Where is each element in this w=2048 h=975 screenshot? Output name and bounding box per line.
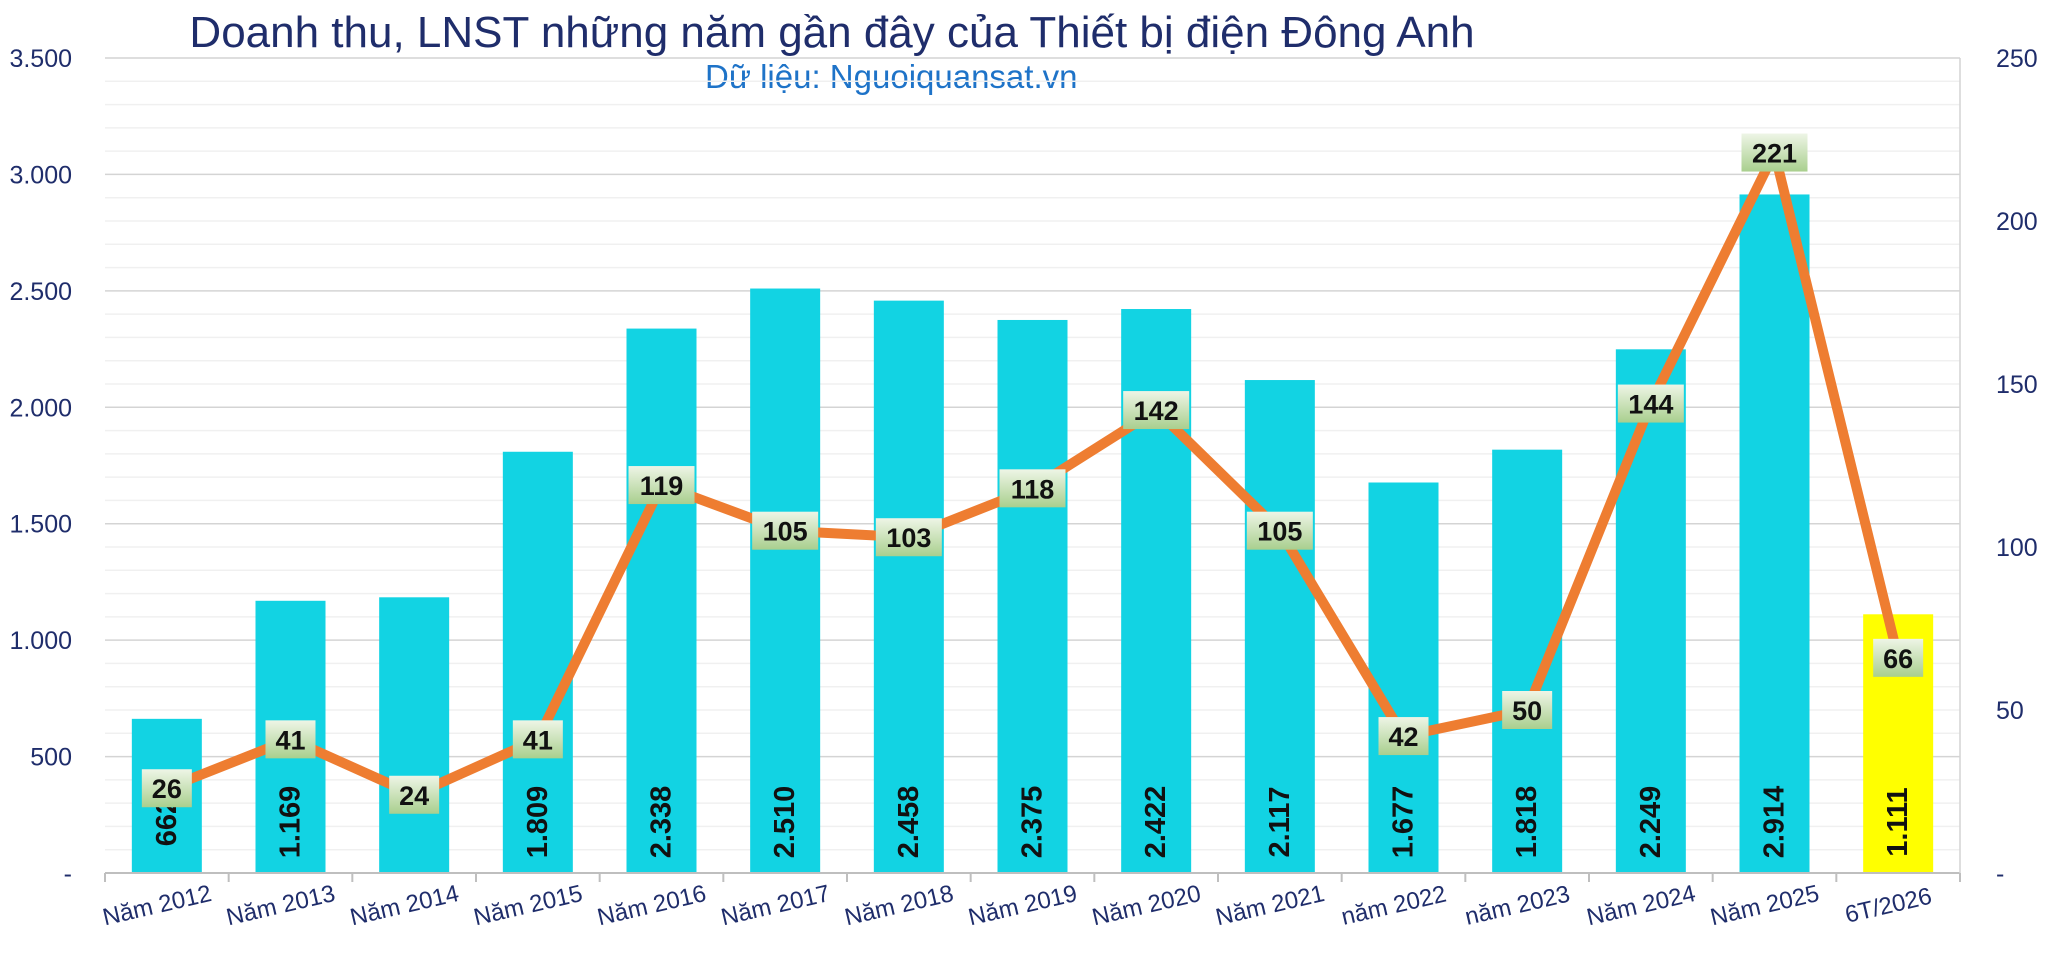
profit-value-label: 50: [1512, 696, 1542, 726]
profit-label-box: [875, 518, 942, 557]
revenue-value-label: 1.677: [1388, 786, 1420, 859]
profit-label-box: [1741, 133, 1808, 172]
revenue-bar: [750, 288, 821, 873]
revenue-bar: [379, 597, 450, 873]
revenue-bar: [1244, 380, 1315, 873]
chart-subtitle: Dữ liệu: Nguoiquansat.vn: [705, 58, 1078, 95]
revenue-bar: [1368, 482, 1439, 873]
revenue-bar: [626, 328, 697, 874]
revenue-bar: [997, 319, 1068, 873]
profit-label-box: [1617, 384, 1684, 423]
revenue-value-label: 1.809: [522, 786, 554, 859]
profit-value-label: 221: [1752, 139, 1797, 169]
y-right-tick-label: 250: [1996, 45, 2038, 73]
profit-value-label: 41: [523, 725, 553, 755]
profit-label-box: [752, 511, 819, 550]
y-left-tick-label: -: [64, 860, 72, 888]
x-tick-label: Năm 2015: [471, 880, 585, 931]
revenue-value-label: 2.510: [769, 786, 801, 859]
profit-labels: 26 41 24 41 119 105 103 118 142 105 42 50 144 221 66: [141, 133, 1924, 814]
profit-value-label: 118: [1011, 474, 1055, 504]
y-left-tick-label: 3.000: [9, 161, 72, 189]
x-tick-label: 6T/2026: [1843, 883, 1935, 929]
x-tick-label: Năm 2024: [1584, 880, 1698, 931]
profit-value-label: 142: [1134, 396, 1179, 426]
profit-label-box: [141, 769, 192, 808]
y-right-tick-label: 100: [1996, 534, 2038, 562]
y-left-tick-label: 2.000: [9, 394, 72, 422]
y-right-tick-label: 150: [1996, 371, 2038, 399]
profit-value-label: 26: [152, 774, 182, 804]
x-tick-label: Năm 2013: [224, 880, 338, 931]
profit-label-box: [1378, 717, 1429, 756]
revenue-value-label: 2.338: [646, 786, 678, 859]
y-right-tick-label: 50: [1996, 697, 2024, 725]
y-left-tick-label: 3.500: [9, 45, 72, 73]
profit-label-box: [999, 469, 1066, 508]
profit-label-box: [389, 775, 440, 814]
y-left-tick-label: 1.000: [9, 627, 72, 655]
profit-value-label: 24: [399, 781, 429, 811]
revenue-bar: [502, 451, 573, 873]
x-tick-label: Năm 2014: [347, 880, 461, 931]
profit-value-label: 42: [1388, 722, 1418, 752]
profit-label-box: [1873, 638, 1924, 677]
profit-label-box: [628, 466, 695, 505]
profit-label-box: [1502, 691, 1553, 729]
revenue-value-label: 2.249: [1635, 786, 1667, 859]
revenue-value-label: 2.458: [893, 786, 925, 859]
x-tick-label: Năm 2017: [718, 880, 832, 931]
x-tick-label: Năm 2025: [1708, 880, 1822, 931]
profit-label-box: [1246, 511, 1313, 550]
profit-label-box: [265, 720, 316, 759]
profit-value-label: 41: [275, 725, 305, 755]
revenue-value-label: 2.117: [1264, 787, 1296, 858]
revenue-value-label: 2.914: [1759, 786, 1791, 859]
x-tick-label: Năm 2021: [1213, 880, 1327, 931]
profit-value-label: 119: [640, 471, 684, 501]
x-tick-label: Năm 2020: [1089, 880, 1203, 931]
y-right-tick-label: -: [1996, 860, 2004, 888]
y-left-tick-label: 500: [30, 744, 72, 772]
revenue-value-label: 2.375: [1017, 786, 1049, 859]
revenue-bar: [1739, 194, 1810, 873]
revenue-value-label: 1.818: [1511, 786, 1543, 859]
y-right-tick-label: 200: [1996, 208, 2038, 236]
chart-title: Doanh thu, LNST những năm gần đây của Th…: [189, 8, 1475, 57]
revenue-bar: [1615, 349, 1686, 873]
x-tick-label: năm 2022: [1339, 881, 1449, 931]
revenue-value-label: 1.111: [1882, 787, 1914, 856]
profit-value-label: 103: [886, 523, 931, 553]
profit-label-box: [1123, 391, 1190, 430]
revenue-value-label: 1.169: [275, 786, 307, 859]
revenue-bars: [131, 194, 1934, 874]
x-tick-label: Năm 2019: [966, 880, 1080, 931]
x-tick-label: Năm 2018: [842, 880, 956, 931]
profit-value-label: 144: [1628, 390, 1673, 420]
revenue-value-label: 2.422: [1140, 786, 1172, 859]
x-tick-label: Năm 2012: [100, 880, 214, 931]
revenue-bar: [873, 300, 944, 873]
x-tick-label: Năm 2016: [595, 880, 709, 931]
profit-label-box: [512, 720, 563, 759]
profit-value-label: 105: [1257, 517, 1302, 547]
y-left-tick-label: 2.500: [9, 278, 72, 306]
profit-value-label: 66: [1883, 644, 1913, 674]
y-left-tick-label: 1.500: [9, 511, 72, 539]
x-tick-label: năm 2023: [1462, 881, 1572, 931]
profit-value-label: 105: [763, 517, 808, 547]
